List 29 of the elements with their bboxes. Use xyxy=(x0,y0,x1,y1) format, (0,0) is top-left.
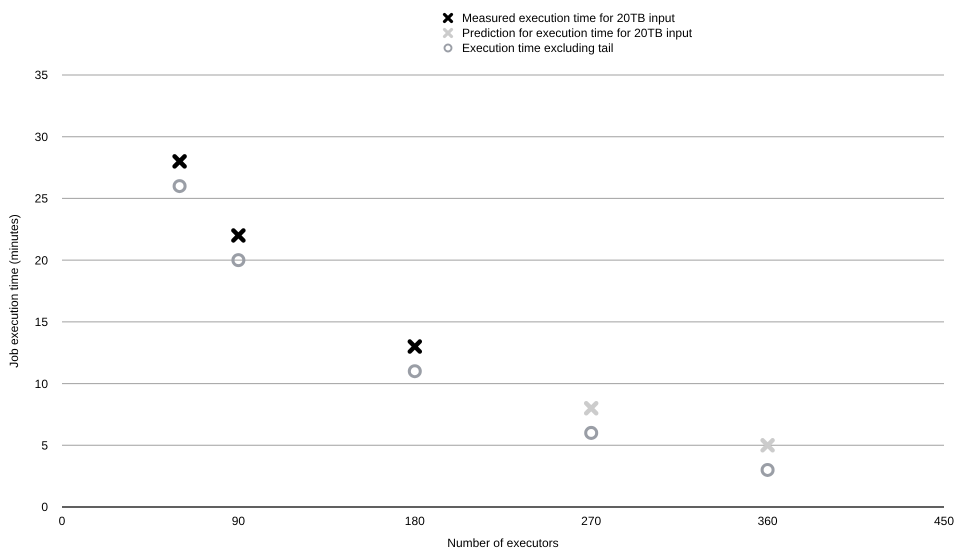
x-axis-title: Number of executors xyxy=(447,536,559,550)
y-tick-label: 30 xyxy=(34,130,48,144)
point xyxy=(760,438,775,453)
legend-label: Measured execution time for 20TB input xyxy=(462,11,676,26)
y-tick-label: 20 xyxy=(34,253,48,268)
y-tick-label: 10 xyxy=(34,376,48,391)
x-tick-label: 270 xyxy=(581,514,602,528)
x-tick-label: 450 xyxy=(934,514,954,528)
y-axis-title: Job execution time (minutes) xyxy=(7,214,21,368)
x-tick-label: 180 xyxy=(404,514,426,528)
y-tick-label: 35 xyxy=(34,68,48,82)
point xyxy=(408,364,422,378)
point xyxy=(584,426,598,440)
y-tick-label: 25 xyxy=(34,192,48,206)
x-tick-label: 90 xyxy=(232,514,246,528)
point xyxy=(231,253,246,268)
point xyxy=(172,154,187,169)
x-tick-label: 360 xyxy=(758,514,778,528)
point xyxy=(584,401,598,416)
y-tick-label: 5 xyxy=(41,438,48,452)
point xyxy=(760,462,775,477)
point xyxy=(231,228,246,243)
point xyxy=(172,179,187,194)
legend-label: Execution time excluding tail xyxy=(462,41,614,56)
x-tick-label: 0 xyxy=(58,514,66,528)
point xyxy=(408,339,422,354)
legend-label: Prediction for execution time for 20TB input xyxy=(462,26,693,40)
y-tick-label: 0 xyxy=(41,500,48,514)
y-tick-label: 15 xyxy=(34,315,48,330)
